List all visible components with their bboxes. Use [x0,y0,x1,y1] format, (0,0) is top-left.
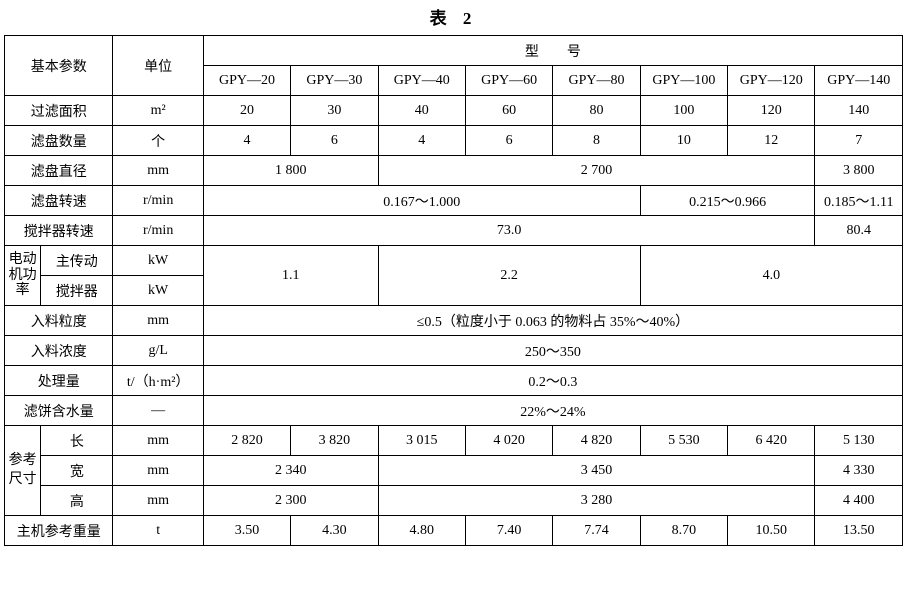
cell: 8.70 [640,516,727,546]
cell: ≤0.5（粒度小于 0.063 的物料占 35%～40%） [203,306,902,336]
row-dim-width-label: 宽 [41,456,113,486]
cell: 80 [553,96,640,126]
row-motor-agitator-label: 搅拌器 [41,276,113,306]
model-4: GPY—80 [553,66,640,96]
cell: 5 530 [640,426,727,456]
cell: 7 [815,126,903,156]
row-dim-width-unit: mm [113,456,203,486]
model-2: GPY—40 [378,66,465,96]
cell: 4 820 [553,426,640,456]
row-disk-speed-label: 滤盘转速 [5,186,113,216]
row-weight-unit: t [113,516,203,546]
cell: 7.74 [553,516,640,546]
model-1: GPY—30 [291,66,378,96]
cell: 7.40 [465,516,552,546]
cell: 100 [640,96,727,126]
cell: 1.1 [203,246,378,306]
row-agitator-speed-label: 搅拌器转速 [5,216,113,246]
cell: 6 420 [728,426,815,456]
row-dim-length-label: 长 [41,426,113,456]
cell: 1 800 [203,156,378,186]
cell: 20 [203,96,290,126]
cell: 10.50 [728,516,815,546]
row-dim-height-label: 高 [41,486,113,516]
cell: 0.215～0.966 [640,186,815,216]
cell: 5 130 [815,426,903,456]
cell: 0.167～1.000 [203,186,640,216]
cell: 40 [378,96,465,126]
cell: 4 400 [815,486,903,516]
row-dim-height-unit: mm [113,486,203,516]
row-dim-length-unit: mm [113,426,203,456]
row-disk-speed-unit: r/min [113,186,203,216]
cell: 30 [291,96,378,126]
cell: 3 015 [378,426,465,456]
header-model: 型 号 [203,36,902,66]
cell: 80.4 [815,216,903,246]
row-feed-conc-unit: g/L [113,336,203,366]
spec-table: 基本参数 单位 型 号 GPY—20 GPY—30 GPY—40 GPY—60 … [4,35,903,546]
header-unit: 单位 [113,36,203,96]
row-capacity-unit: t/（h·m²） [113,366,203,396]
row-feed-size-label: 入料粒度 [5,306,113,336]
row-dim-group: 参考尺寸 [5,426,41,516]
row-filter-area-unit: m² [113,96,203,126]
model-0: GPY—20 [203,66,290,96]
row-capacity-label: 处理量 [5,366,113,396]
cell: 4 330 [815,456,903,486]
cell: 3 280 [378,486,815,516]
cell: 22%～24% [203,396,902,426]
cell: 3 820 [291,426,378,456]
cell: 120 [728,96,815,126]
cell: 4.30 [291,516,378,546]
cell: 4.80 [378,516,465,546]
row-cake-moisture-unit: — [113,396,203,426]
row-motor-agitator-unit: kW [113,276,203,306]
cell: 10 [640,126,727,156]
table-title: 表 2 [4,4,903,29]
model-3: GPY—60 [465,66,552,96]
cell: 6 [291,126,378,156]
model-7: GPY—140 [815,66,903,96]
cell: 4.0 [640,246,902,306]
cell: 8 [553,126,640,156]
cell: 4 [203,126,290,156]
cell: 2 300 [203,486,378,516]
cell: 2 820 [203,426,290,456]
cell: 3.50 [203,516,290,546]
row-motor-main-label: 主传动 [41,246,113,276]
model-6: GPY—120 [728,66,815,96]
row-disk-diameter-label: 滤盘直径 [5,156,113,186]
cell: 2 700 [378,156,815,186]
cell: 2.2 [378,246,640,306]
row-agitator-speed-unit: r/min [113,216,203,246]
row-weight-label: 主机参考重量 [5,516,113,546]
header-param: 基本参数 [5,36,113,96]
cell: 12 [728,126,815,156]
row-feed-conc-label: 入料浓度 [5,336,113,366]
cell: 13.50 [815,516,903,546]
row-disk-diameter-unit: mm [113,156,203,186]
cell: 73.0 [203,216,815,246]
row-motor-main-unit: kW [113,246,203,276]
row-feed-size-unit: mm [113,306,203,336]
cell: 140 [815,96,903,126]
model-5: GPY—100 [640,66,727,96]
cell: 3 450 [378,456,815,486]
cell: 250～350 [203,336,902,366]
cell: 4 020 [465,426,552,456]
row-disk-count-unit: 个 [113,126,203,156]
cell: 60 [465,96,552,126]
row-cake-moisture-label: 滤饼含水量 [5,396,113,426]
row-motor-group: 电动机功率 [5,246,41,306]
row-disk-count-label: 滤盘数量 [5,126,113,156]
cell: 2 340 [203,456,378,486]
cell: 0.2～0.3 [203,366,902,396]
row-filter-area-label: 过滤面积 [5,96,113,126]
cell: 0.185～1.11 [815,186,903,216]
cell: 4 [378,126,465,156]
cell: 6 [465,126,552,156]
cell: 3 800 [815,156,903,186]
